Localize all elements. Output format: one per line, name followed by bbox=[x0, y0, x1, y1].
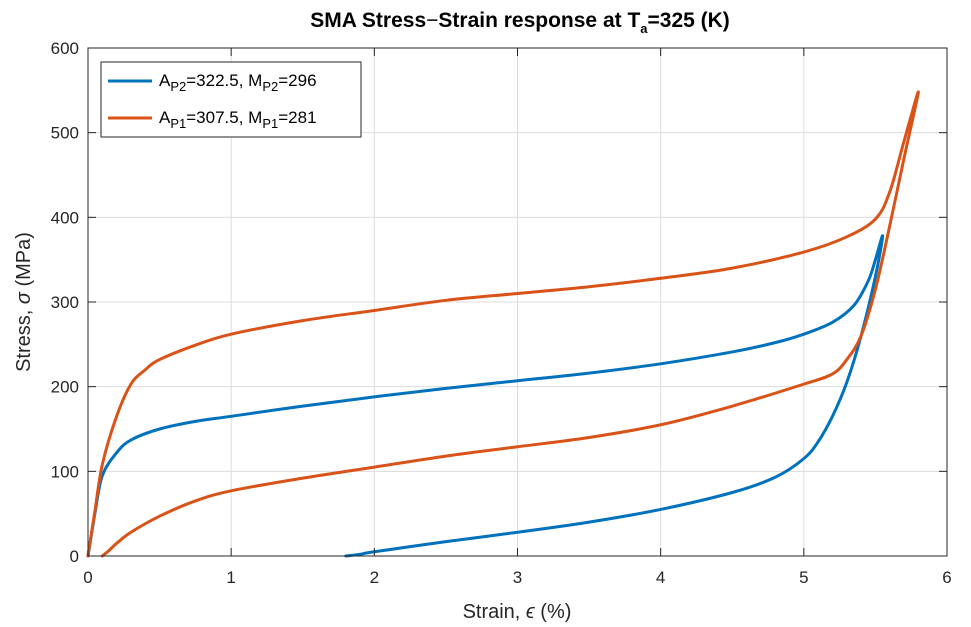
y-tick-label: 100 bbox=[51, 462, 79, 481]
y-tick-label: 0 bbox=[70, 547, 79, 566]
series-line-1 bbox=[86, 234, 885, 558]
y-tick-label: 300 bbox=[51, 293, 79, 312]
x-label-symbol: ϵ bbox=[526, 601, 536, 623]
legend-a: A bbox=[159, 108, 171, 127]
series-layer bbox=[86, 90, 920, 558]
y-tick-label: 200 bbox=[51, 378, 79, 397]
title-tail: =325 (K) bbox=[648, 9, 730, 32]
legend-m-val: =281 bbox=[278, 108, 316, 127]
y-label-pre: Stress, bbox=[13, 304, 35, 372]
legend-a-sub: P2 bbox=[170, 79, 186, 94]
legend-box bbox=[100, 61, 362, 138]
legend-m-sub: P2 bbox=[262, 79, 278, 94]
series-line-2 bbox=[86, 90, 920, 558]
legend-a: A bbox=[159, 71, 171, 90]
x-tick-label: 4 bbox=[656, 568, 665, 587]
y-axis-label: Stress, σ (MPa) bbox=[13, 232, 35, 372]
x-tick-label: 6 bbox=[942, 568, 951, 587]
y-label-symbol: σ bbox=[13, 291, 35, 304]
legend-entry-series-1: AP2=322.5, MP2=296 bbox=[159, 71, 317, 94]
title-subscript: a bbox=[640, 21, 648, 36]
x-axis-label: Strain, ϵ (%) bbox=[463, 601, 572, 623]
title-dash: − bbox=[426, 9, 438, 32]
legend-a-val: =322.5, M bbox=[186, 71, 262, 90]
x-tick-label: 3 bbox=[513, 568, 522, 587]
y-label-post: (MPa) bbox=[13, 232, 35, 292]
y-tick-label: 400 bbox=[51, 208, 79, 227]
y-tick-label: 500 bbox=[51, 124, 79, 143]
x-tick-label: 5 bbox=[799, 568, 808, 587]
legend-entry-series-2: AP1=307.5, MP1=281 bbox=[159, 108, 317, 131]
legend-a-val: =307.5, M bbox=[186, 108, 262, 127]
x-label-post: (%) bbox=[535, 601, 572, 623]
title-part-main2: Strain response at T bbox=[438, 9, 640, 32]
ticks: 0 1 2 3 4 5 6 0 100 200 300 400 500 600 bbox=[51, 39, 952, 587]
x-label-pre: Strain, bbox=[463, 601, 526, 623]
legend-m-sub: P1 bbox=[262, 116, 278, 131]
chart-title: SMA Stress−Strain response at Ta=325 (K) bbox=[310, 9, 730, 36]
x-tick-label: 2 bbox=[370, 568, 379, 587]
title-part-main: SMA Stress bbox=[310, 9, 426, 32]
x-tick-label: 0 bbox=[83, 568, 92, 587]
x-tick-label: 1 bbox=[226, 568, 235, 587]
legend-a-sub: P1 bbox=[170, 116, 186, 131]
legend-m-val: =296 bbox=[278, 71, 316, 90]
legend: AP2=322.5, MP2=296 AP1=307.5, MP1=281 bbox=[100, 61, 362, 138]
y-tick-label: 600 bbox=[51, 39, 79, 58]
